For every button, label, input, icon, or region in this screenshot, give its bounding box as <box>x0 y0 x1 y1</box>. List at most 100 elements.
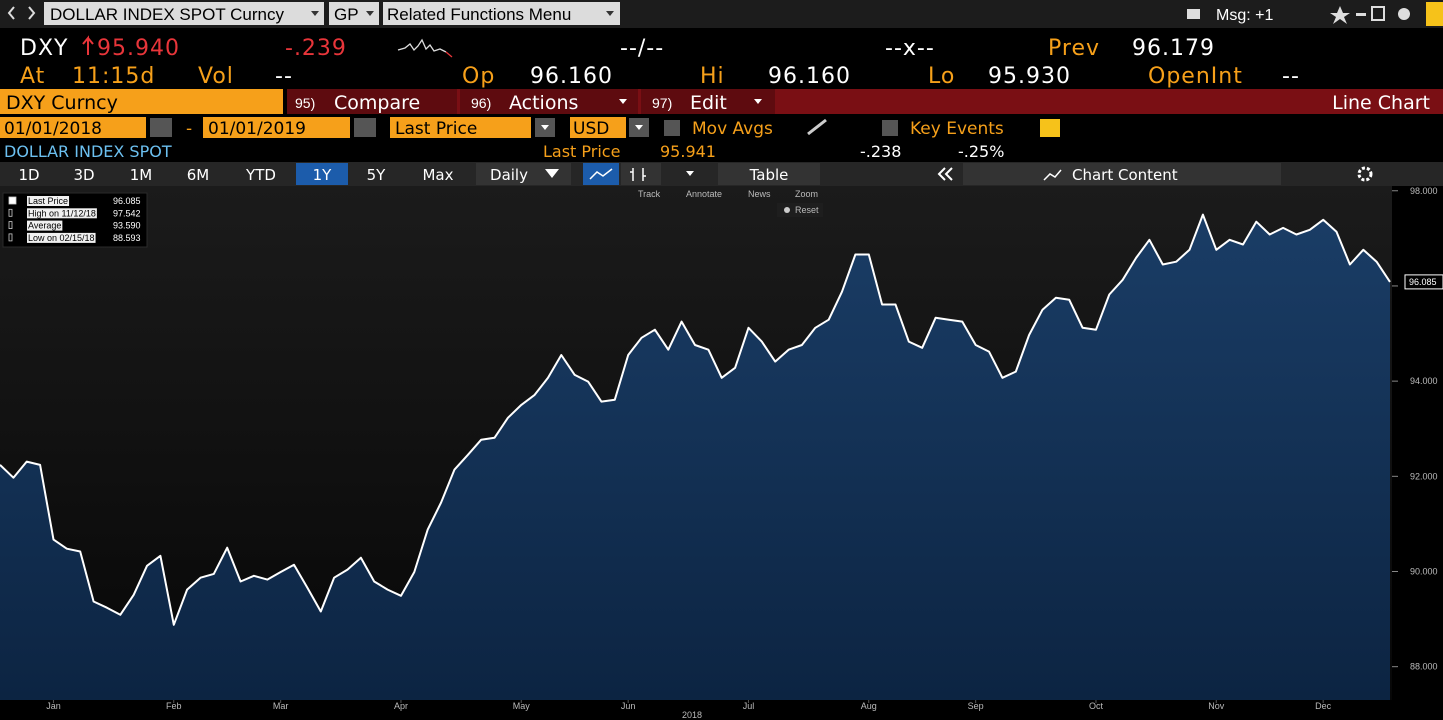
range-button[interactable] <box>58 163 110 185</box>
range-button[interactable] <box>350 163 402 185</box>
up-arrow <box>87 37 94 45</box>
low: 95.930 <box>988 64 1071 89</box>
messages[interactable]: Msg: +1 <box>1216 7 1273 24</box>
reset-button[interactable] <box>777 203 823 217</box>
range-label: 6M <box>187 166 210 184</box>
range-button[interactable] <box>412 163 464 185</box>
settings-icon[interactable] <box>1398 8 1410 20</box>
tab[interactable] <box>287 89 457 114</box>
start-date: 01/01/2018 <box>4 119 102 139</box>
checkbox[interactable] <box>882 120 898 136</box>
end-date-box[interactable] <box>203 117 350 138</box>
legend-label: High on 11/12/18 <box>28 208 96 218</box>
table-button[interactable] <box>718 163 820 185</box>
security-tab[interactable] <box>0 89 283 114</box>
range-button[interactable] <box>3 163 55 185</box>
range-button[interactable] <box>235 163 287 185</box>
range-buttons: 1D 3D 1M 6M YTD 1Y 5Y Max <box>3 163 464 185</box>
legend-marker <box>8 196 17 205</box>
window-icon[interactable] <box>1371 6 1385 21</box>
checkbox[interactable] <box>664 120 680 136</box>
last-price-label: 96.085 <box>1409 277 1437 287</box>
minimize-icon[interactable] <box>1356 13 1366 16</box>
security-name: DOLLAR INDEX SPOT <box>4 142 172 161</box>
legend-value: 88.593 <box>113 233 141 243</box>
ticker: DXY <box>20 36 68 61</box>
reset: Reset <box>795 205 819 215</box>
legend-value: 96.085 <box>113 196 141 206</box>
sparkline <box>397 38 447 53</box>
currency-box[interactable] <box>570 117 626 138</box>
dropdown-icon <box>686 171 694 176</box>
x-tick-label: Nov <box>1208 701 1225 711</box>
vol: -- <box>275 64 293 89</box>
bid-ask: --/-- <box>620 36 664 61</box>
legend-entries: Last Price 96.085 High on 11/12/18 97.542 Av… <box>8 196 141 243</box>
reset-icon <box>784 207 790 213</box>
tab[interactable] <box>641 89 775 114</box>
help-icon[interactable] <box>1426 2 1443 26</box>
oi: -- <box>1282 64 1300 89</box>
calendar-icon[interactable] <box>354 118 376 137</box>
dropdown-icon <box>754 99 762 104</box>
tool[interactable]: Track <box>638 189 661 199</box>
legend-value: 93.590 <box>113 221 141 231</box>
range-label: Max <box>422 166 453 184</box>
field-box[interactable] <box>390 117 531 138</box>
x-tick-label: Jan <box>46 701 61 711</box>
legend-label: Low on 02/15/18 <box>28 233 95 243</box>
function-box[interactable] <box>329 2 379 25</box>
gear-icon[interactable] <box>1357 166 1373 182</box>
mail-icon[interactable] <box>1187 9 1200 19</box>
info-value: 95.941 <box>660 142 716 161</box>
tab-number: 96) <box>471 95 491 111</box>
tab-label: Actions <box>509 92 578 114</box>
pencil-icon[interactable] <box>807 118 827 136</box>
frequency-box[interactable] <box>476 163 571 185</box>
mov-avgs: Mov Avgs <box>692 119 773 139</box>
oi-label: OpenInt <box>1148 64 1243 89</box>
open-label: Op <box>462 64 495 89</box>
tab[interactable] <box>460 89 638 114</box>
start-date-box[interactable] <box>0 117 146 138</box>
tool[interactable]: News <box>748 189 771 199</box>
back-icon[interactable] <box>7 6 15 20</box>
dropdown-icon <box>606 11 614 16</box>
info-icon[interactable] <box>1040 119 1060 137</box>
frequency: Daily <box>490 166 528 184</box>
open: 96.160 <box>530 64 613 89</box>
menu-box[interactable] <box>383 2 620 25</box>
tool[interactable]: Zoom <box>795 189 818 199</box>
y-tick-label: 90.000 <box>1410 567 1438 577</box>
y-axis-panel <box>1392 186 1443 700</box>
x-tick-label: Feb <box>166 701 182 711</box>
bar-icon <box>630 168 646 181</box>
end-date: 01/01/2019 <box>208 119 306 139</box>
range-button[interactable] <box>172 163 224 185</box>
range-button[interactable] <box>115 163 167 185</box>
info-change-pct: -.25% <box>958 142 1004 161</box>
x-axis-label: 2018 <box>682 710 702 720</box>
legend-marker <box>8 221 13 230</box>
range-button[interactable] <box>296 163 348 185</box>
content-button[interactable] <box>963 163 1281 185</box>
high-label: Hi <box>700 64 725 89</box>
key-events: Key Events <box>910 119 1004 139</box>
field: Last Price <box>395 119 477 139</box>
forward-icon[interactable] <box>28 6 36 20</box>
star-icon[interactable] <box>1330 6 1350 24</box>
dropdown-icon <box>635 125 643 130</box>
function: GP <box>334 5 359 24</box>
legend-marker <box>8 233 13 242</box>
calendar-icon[interactable] <box>150 118 172 137</box>
legend-marker <box>8 208 13 217</box>
bar-chart-button[interactable] <box>621 163 661 185</box>
security-box[interactable] <box>44 2 324 25</box>
tool[interactable]: Annotate <box>686 189 722 199</box>
prev: 96.179 <box>1132 36 1215 61</box>
dropdown-icon <box>545 169 559 178</box>
high: 96.160 <box>768 64 851 89</box>
area-fill <box>0 214 1390 700</box>
collapse-icon[interactable] <box>937 167 953 181</box>
content-icon <box>1043 169 1062 181</box>
